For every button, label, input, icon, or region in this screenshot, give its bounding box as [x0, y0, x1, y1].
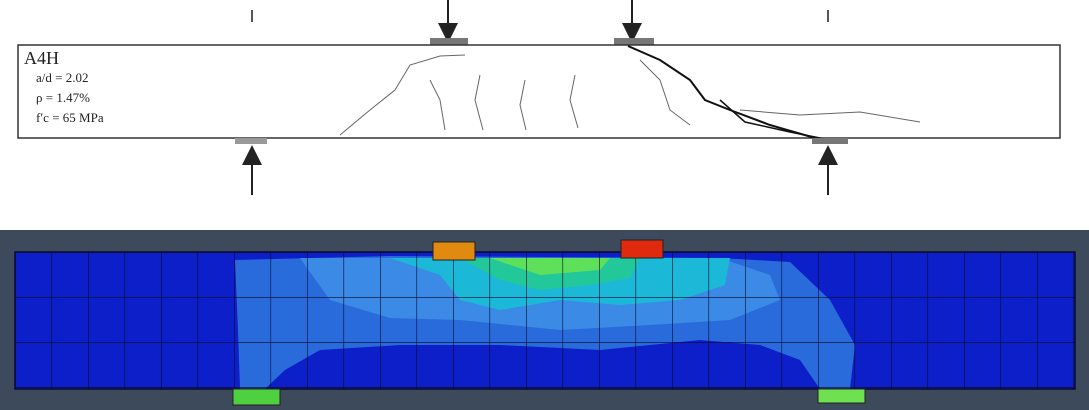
fe-panel	[0, 230, 1089, 410]
specimen-name: A4H	[24, 48, 59, 68]
load-plate	[430, 38, 468, 45]
support-plate	[233, 389, 280, 405]
parameter: ρ = 1.47%	[36, 90, 90, 105]
load-plate	[614, 38, 654, 45]
test-panel: A4H a/d = 2.02 ρ = 1.47% f′c = 65 MPa	[18, 0, 1060, 195]
support-plate	[235, 138, 267, 144]
parameter: f′c = 65 MPa	[36, 110, 104, 125]
support-plate	[818, 389, 865, 403]
load-plate	[433, 242, 475, 260]
beam	[18, 45, 1060, 138]
parameter: a/d = 2.02	[36, 70, 88, 85]
support-plate	[812, 138, 848, 144]
figure: A4H a/d = 2.02 ρ = 1.47% f′c = 65 MPa	[0, 0, 1089, 410]
fe-mesh	[15, 252, 1075, 389]
load-plate	[621, 240, 663, 258]
